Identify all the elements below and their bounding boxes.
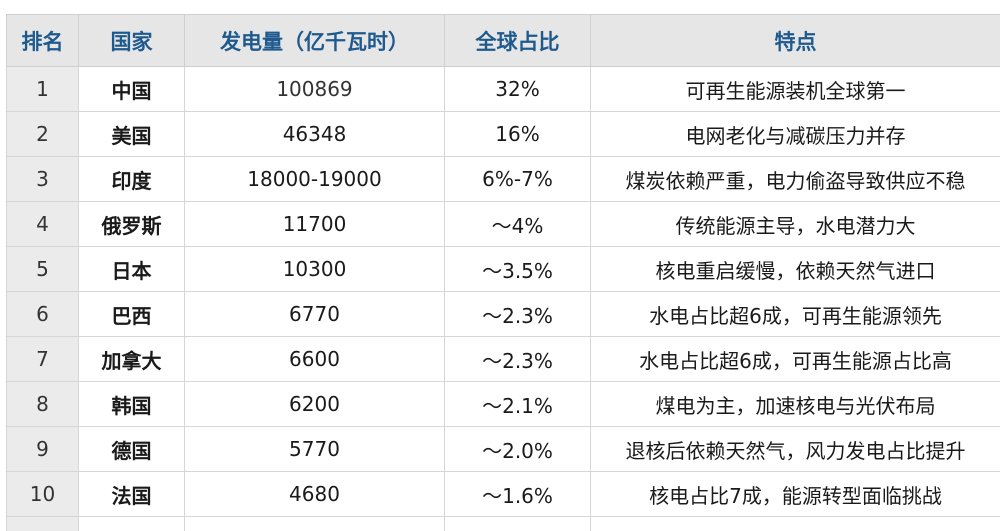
feature-cell: 煤炭依赖严重，电力偷盗导致供应不稳	[591, 157, 1000, 202]
rank-cell: 8	[7, 382, 79, 427]
table-row: 9 德国 5770 ～2.0% 退核后依赖天然气，风力发电占比提升	[7, 427, 1000, 472]
feature-cell: 传统能源主导，水电潜力大	[591, 202, 1000, 247]
country-cell: 俄罗斯	[79, 202, 185, 247]
rank-cell: 3	[7, 157, 79, 202]
header-share: 全球占比	[445, 15, 591, 67]
rank-cell: 10	[7, 472, 79, 517]
share-cell: ～2.3%	[445, 337, 591, 382]
share-cell: ～1.6%	[445, 472, 591, 517]
generation-cell: 6770	[185, 292, 445, 337]
country-cell: 日本	[79, 247, 185, 292]
electricity-ranking-table: 排名 国家 发电量（亿千瓦时） 全球占比 特点 1 中国 100869 32% …	[6, 14, 1000, 531]
empty-cell	[79, 517, 185, 531]
country-cell: 加拿大	[79, 337, 185, 382]
table-row: 7 加拿大 6600 ～2.3% 水电占比超6成，可再生能源占比高	[7, 337, 1000, 382]
country-cell: 中国	[79, 67, 185, 112]
country-cell: 法国	[79, 472, 185, 517]
empty-cell	[185, 517, 445, 531]
share-cell: ～3.5%	[445, 247, 591, 292]
share-cell: ～2.3%	[445, 292, 591, 337]
share-cell: ～4%	[445, 202, 591, 247]
country-cell: 美国	[79, 112, 185, 157]
generation-cell: 4680	[185, 472, 445, 517]
table-row-empty	[7, 517, 1000, 531]
table-row: 10 法国 4680 ～1.6% 核电占比7成，能源转型面临挑战	[7, 472, 1000, 517]
header-feature: 特点	[591, 15, 1000, 67]
header-country: 国家	[79, 15, 185, 67]
generation-cell: 46348	[185, 112, 445, 157]
generation-cell: 18000-19000	[185, 157, 445, 202]
rank-cell: 1	[7, 67, 79, 112]
header-rank: 排名	[7, 15, 79, 67]
country-cell: 韩国	[79, 382, 185, 427]
rank-cell: 2	[7, 112, 79, 157]
generation-cell: 11700	[185, 202, 445, 247]
generation-cell: 10300	[185, 247, 445, 292]
share-cell: ～2.0%	[445, 427, 591, 472]
country-cell: 巴西	[79, 292, 185, 337]
rank-cell: 7	[7, 337, 79, 382]
rank-cell: 4	[7, 202, 79, 247]
feature-cell: 水电占比超6成，可再生能源领先	[591, 292, 1000, 337]
header-generation: 发电量（亿千瓦时）	[185, 15, 445, 67]
country-cell: 德国	[79, 427, 185, 472]
feature-cell: 水电占比超6成，可再生能源占比高	[591, 337, 1000, 382]
feature-cell: 核电重启缓慢，依赖天然气进口	[591, 247, 1000, 292]
generation-cell: 6600	[185, 337, 445, 382]
feature-cell: 退核后依赖天然气，风力发电占比提升	[591, 427, 1000, 472]
table-row: 6 巴西 6770 ～2.3% 水电占比超6成，可再生能源领先	[7, 292, 1000, 337]
header-row: 排名 国家 发电量（亿千瓦时） 全球占比 特点	[7, 15, 1000, 67]
empty-cell	[7, 517, 79, 531]
feature-cell: 可再生能源装机全球第一	[591, 67, 1000, 112]
generation-cell: 100869	[185, 67, 445, 112]
table-row: 5 日本 10300 ～3.5% 核电重启缓慢，依赖天然气进口	[7, 247, 1000, 292]
feature-cell: 电网老化与减碳压力并存	[591, 112, 1000, 157]
table-row: 4 俄罗斯 11700 ～4% 传统能源主导，水电潜力大	[7, 202, 1000, 247]
generation-cell: 6200	[185, 382, 445, 427]
rank-cell: 9	[7, 427, 79, 472]
rank-cell: 5	[7, 247, 79, 292]
table-row: 1 中国 100869 32% 可再生能源装机全球第一	[7, 67, 1000, 112]
feature-cell: 煤电为主，加速核电与光伏布局	[591, 382, 1000, 427]
rank-cell: 6	[7, 292, 79, 337]
generation-cell: 5770	[185, 427, 445, 472]
table-row: 8 韩国 6200 ～2.1% 煤电为主，加速核电与光伏布局	[7, 382, 1000, 427]
share-cell: ～2.1%	[445, 382, 591, 427]
table-row: 3 印度 18000-19000 6%-7% 煤炭依赖严重，电力偷盗导致供应不稳	[7, 157, 1000, 202]
feature-cell: 核电占比7成，能源转型面临挑战	[591, 472, 1000, 517]
table-row: 2 美国 46348 16% 电网老化与减碳压力并存	[7, 112, 1000, 157]
share-cell: 6%-7%	[445, 157, 591, 202]
country-cell: 印度	[79, 157, 185, 202]
empty-cell	[591, 517, 1000, 531]
share-cell: 32%	[445, 67, 591, 112]
share-cell: 16%	[445, 112, 591, 157]
empty-cell	[445, 517, 591, 531]
